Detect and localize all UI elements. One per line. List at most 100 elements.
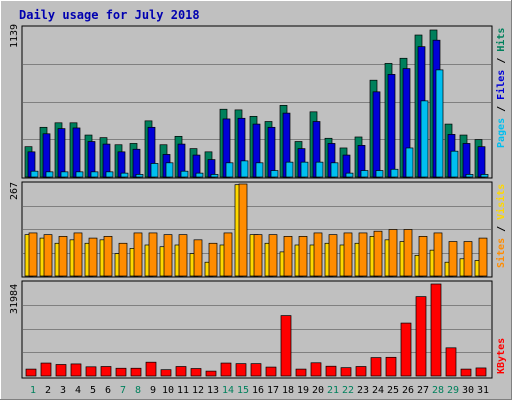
pages-bar (210, 174, 219, 178)
kbytes-bar (115, 367, 127, 377)
visits-bar (103, 236, 113, 277)
visits-bar (88, 237, 98, 277)
visits-bar (268, 234, 278, 277)
pages-bar (180, 170, 189, 178)
visits-bar (73, 232, 83, 277)
kbytes-bar (235, 363, 247, 377)
day-label: 13 (207, 385, 219, 396)
day-label: 21 (327, 385, 339, 396)
day-label: 7 (120, 385, 126, 396)
pages-bar (60, 171, 69, 178)
pages-bar (240, 160, 249, 178)
kbytes-bar (100, 366, 112, 377)
kbytes-panel-legend: KBytes (496, 338, 507, 374)
pages-bar (300, 161, 309, 178)
kbytes-panel-bars (25, 283, 487, 377)
pages-bar (90, 171, 99, 178)
visits-bar (208, 242, 218, 277)
day-label: 31 (477, 385, 489, 396)
pages-bar (450, 150, 459, 178)
pages-bar (270, 170, 279, 178)
hits-panel-bars (24, 29, 489, 178)
day-label: 22 (342, 385, 354, 396)
visits-bar (148, 232, 158, 277)
visits-sites-panel: 267 Sites / Visits (9, 181, 507, 278)
kbytes-bar (220, 362, 232, 377)
kbytes-bar (295, 368, 307, 377)
visits-bar (238, 183, 248, 277)
visits-bar (328, 234, 338, 277)
day-label: 28 (432, 385, 444, 396)
pages-bar (465, 174, 474, 178)
pages-bar (390, 168, 399, 178)
hits-files-pages-panel: 1139 Pages / Files / Hits (9, 24, 507, 179)
day-label: 30 (462, 385, 474, 396)
kbytes-bar (175, 366, 187, 377)
kbytes-bar (130, 367, 142, 377)
day-label: 5 (90, 385, 96, 396)
visits-bar (388, 229, 398, 277)
kbytes-panel-max-label: 31984 (9, 284, 20, 314)
kbytes-bar (280, 315, 292, 377)
files-bar (57, 128, 66, 178)
files-bar (267, 126, 276, 178)
pages-bar (135, 174, 144, 178)
day-label: 8 (135, 385, 141, 396)
visits-bar (448, 241, 458, 277)
day-label: 1 (30, 385, 36, 396)
day-label: 24 (372, 385, 384, 396)
day-label: 19 (297, 385, 309, 396)
pages-bar (255, 162, 264, 178)
legend-sep-1: / (496, 100, 507, 112)
kbytes-bar (325, 365, 337, 377)
day-label: 18 (282, 385, 294, 396)
kbytes-bar (475, 367, 487, 377)
kbytes-bar (70, 363, 82, 377)
kbytes-bar (400, 322, 412, 377)
visits-bar (313, 232, 323, 277)
visits-bar (358, 232, 368, 277)
files-bar (387, 74, 396, 178)
pages-bar (345, 172, 354, 178)
kbytes-bar (85, 366, 97, 377)
kbytes-panel-gridlines (23, 305, 491, 353)
kbytes-bar (145, 361, 157, 377)
kbytes-bar (40, 362, 52, 377)
day-label: 4 (75, 385, 81, 396)
pages-bar (225, 162, 234, 178)
day-label: 11 (177, 385, 189, 396)
kbytes-bar (460, 368, 472, 377)
kbytes-bar (25, 368, 37, 377)
files-bar (477, 146, 486, 178)
visits-bar (298, 236, 308, 277)
kbytes-bar (340, 367, 352, 377)
day-label: 14 (222, 385, 234, 396)
pages-bar (105, 171, 114, 178)
pages-bar (420, 100, 429, 178)
kbytes-bar (160, 369, 172, 377)
visits-bar (163, 234, 173, 277)
pages-bar (30, 170, 39, 178)
day-label: 9 (150, 385, 156, 396)
legend-hits: Hits (495, 28, 507, 52)
kbytes-bar (415, 296, 427, 377)
kbytes-bar (445, 347, 457, 377)
files-bar (462, 143, 471, 178)
pages-bar (360, 170, 369, 178)
day-label: 2 (45, 385, 51, 396)
pages-bar (165, 162, 174, 178)
kbytes-bar (250, 363, 262, 377)
kbytes-bar (265, 366, 277, 377)
files-bar (372, 91, 381, 178)
legend-visits: Visits (495, 184, 507, 220)
kbytes-bar (310, 362, 322, 377)
visits-bar (283, 236, 293, 277)
day-label: 23 (357, 385, 369, 396)
pages-bar (480, 174, 489, 178)
pages-bar (435, 69, 444, 178)
visits-bar (478, 237, 488, 277)
pages-bar (375, 170, 384, 178)
pages-bar (405, 147, 414, 178)
hits-panel-legend: Pages / Files / Hits (495, 28, 507, 148)
legend-files: Files (495, 70, 507, 100)
